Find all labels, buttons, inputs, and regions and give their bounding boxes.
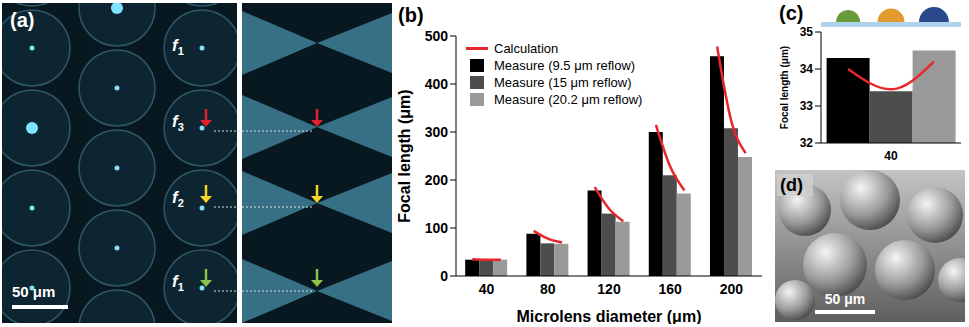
svg-text:50 μm: 50 μm bbox=[12, 283, 55, 300]
svg-text:0: 0 bbox=[440, 268, 448, 284]
svg-text:80: 80 bbox=[540, 281, 556, 297]
html-text:Calculation: Calculation bbox=[494, 41, 559, 56]
svg-text:300: 300 bbox=[425, 124, 449, 140]
svg-text:33: 33 bbox=[800, 99, 814, 113]
svg-text:(d): (d) bbox=[780, 175, 803, 195]
svg-text:Focal length (μm): Focal length (μm) bbox=[779, 46, 790, 129]
svg-text:34: 34 bbox=[800, 62, 814, 76]
svg-text:32: 32 bbox=[800, 136, 814, 150]
svg-text:200: 200 bbox=[425, 172, 449, 188]
html-text:(c): (c) bbox=[779, 2, 804, 24]
svg-text:Focal length (μm): Focal length (μm) bbox=[396, 89, 413, 222]
svg-text:40: 40 bbox=[479, 281, 495, 297]
svg-text:100: 100 bbox=[425, 220, 449, 236]
svg-text:f3: f3 bbox=[172, 112, 184, 133]
svg-text:120: 120 bbox=[597, 281, 621, 297]
html-text:Measure (20.2 μm reflow): Measure (20.2 μm reflow) bbox=[494, 92, 643, 107]
html-text:Measure (15 μm reflow): Measure (15 μm reflow) bbox=[494, 75, 632, 90]
svg-text:500: 500 bbox=[425, 28, 449, 44]
svg-text:35: 35 bbox=[800, 25, 814, 39]
svg-text:f1: f1 bbox=[172, 36, 184, 57]
svg-text:50 μm: 50 μm bbox=[825, 291, 865, 307]
html-text:Measure (9.5 μm reflow): Measure (9.5 μm reflow) bbox=[494, 58, 636, 73]
svg-text:160: 160 bbox=[659, 281, 683, 297]
svg-text:200: 200 bbox=[720, 281, 744, 297]
svg-text:Microlens diameter (μm): Microlens diameter (μm) bbox=[517, 308, 702, 324]
html-text:(b): (b) bbox=[398, 4, 424, 26]
svg-text:f1: f1 bbox=[172, 272, 184, 293]
svg-text:f2: f2 bbox=[172, 188, 184, 209]
svg-text:40: 40 bbox=[884, 149, 898, 163]
svg-text:400: 400 bbox=[425, 76, 449, 92]
svg-text:(a): (a) bbox=[10, 9, 34, 31]
